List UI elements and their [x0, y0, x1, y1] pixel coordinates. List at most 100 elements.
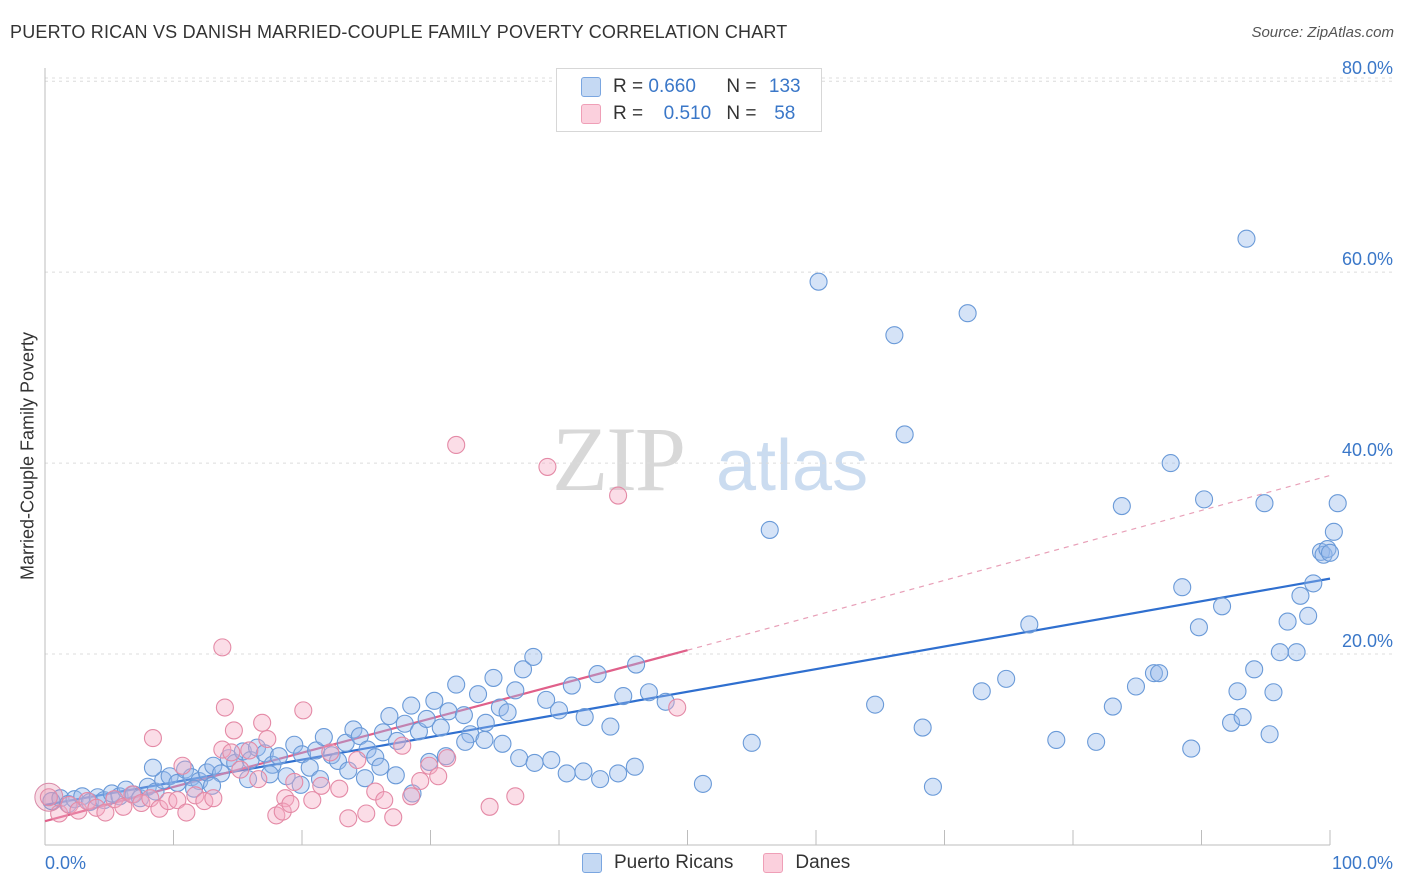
- data-point: [506, 681, 525, 700]
- data-point: [425, 691, 444, 710]
- data-point: [1320, 543, 1340, 562]
- data-point: [1047, 730, 1066, 750]
- y-tick-label: 80.0%: [1342, 58, 1393, 78]
- legend-row-puerto-ricans: R = 0.660 N = 133: [581, 74, 808, 100]
- data-point: [1161, 454, 1180, 473]
- data-point: [1287, 643, 1306, 662]
- data-point: [168, 791, 187, 810]
- data-point: [355, 769, 375, 788]
- data-point: [1260, 725, 1279, 744]
- data-point: [538, 457, 557, 476]
- series-puerto-ricans: [42, 229, 1347, 813]
- data-point: [1020, 615, 1039, 634]
- data-point: [1324, 522, 1343, 541]
- data-point: [1233, 708, 1252, 727]
- data-point: [601, 717, 620, 736]
- data-point: [438, 749, 457, 768]
- data-point: [69, 801, 88, 820]
- legend-swatch-danes: [581, 104, 601, 124]
- data-point: [972, 682, 991, 701]
- data-point: [384, 808, 403, 827]
- data-point: [480, 797, 499, 816]
- legend-row-danes: R = 0.510 N = 58: [581, 101, 808, 127]
- data-point: [344, 720, 363, 739]
- data-point: [300, 758, 319, 777]
- data-point: [366, 748, 385, 767]
- series-label-danes: Danes: [795, 852, 851, 873]
- data-point: [997, 669, 1016, 688]
- trend-line-puerto-ricans: [44, 577, 1331, 806]
- data-point: [656, 692, 675, 711]
- data-point: [260, 765, 279, 784]
- data-point: [222, 743, 241, 762]
- data-point: [143, 729, 162, 748]
- data-point: [1189, 618, 1208, 637]
- data-point: [456, 732, 475, 751]
- legend-n-label: N =: [726, 103, 757, 124]
- data-point: [609, 764, 628, 783]
- data-point: [468, 685, 488, 704]
- series-label-puerto-ricans: Puerto Ricans: [614, 852, 734, 873]
- data-point: [78, 792, 97, 811]
- data-point: [1126, 677, 1146, 696]
- series-legend-danes[interactable]: Danes: [763, 852, 850, 874]
- data-point: [591, 770, 610, 789]
- data-point: [1173, 578, 1192, 597]
- legend-r-value: 0.510: [663, 103, 712, 124]
- data-point: [114, 797, 133, 816]
- data-point: [537, 690, 556, 709]
- legend-n-value: 58: [774, 103, 796, 124]
- data-point: [454, 706, 473, 725]
- data-point: [132, 793, 151, 813]
- data-point: [627, 655, 646, 674]
- data-point: [1087, 732, 1106, 751]
- data-point: [310, 770, 330, 789]
- data-point: [1228, 682, 1247, 701]
- data-point: [913, 718, 932, 737]
- data-point: [141, 789, 160, 808]
- data-point: [339, 761, 358, 780]
- data-point: [330, 779, 349, 798]
- legend-r-label: R =: [613, 103, 644, 124]
- data-point: [314, 728, 333, 747]
- data-point: [173, 756, 192, 775]
- data-point: [276, 789, 295, 808]
- data-point: [185, 779, 204, 798]
- data-point: [575, 708, 594, 727]
- series-legend: Puerto Ricans Danes: [582, 852, 880, 874]
- data-point: [1213, 597, 1232, 616]
- data-point: [373, 723, 393, 742]
- data-point: [402, 696, 421, 715]
- data-point: [574, 762, 593, 781]
- legend-r-value: 0.660: [648, 76, 696, 97]
- data-point: [476, 713, 495, 732]
- data-point: [87, 798, 106, 817]
- data-point: [388, 731, 407, 750]
- data-point: [431, 718, 450, 737]
- series-swatch-danes: [763, 853, 784, 873]
- trend-line-danes-extension: [687, 474, 1331, 651]
- data-point: [525, 753, 544, 772]
- data-point: [510, 749, 529, 768]
- data-point: [395, 714, 414, 733]
- trend-line-danes: [44, 649, 688, 823]
- source-label: Source: ZipAtlas.com: [1251, 24, 1394, 41]
- data-point: [1237, 229, 1256, 248]
- series-danes: [39, 435, 687, 828]
- data-point: [386, 766, 405, 785]
- data-point: [1299, 606, 1318, 625]
- data-point: [693, 774, 712, 793]
- data-point: [420, 752, 439, 771]
- data-point: [1112, 497, 1131, 516]
- series-legend-puerto-ricans[interactable]: Puerto Ricans: [582, 852, 733, 874]
- data-point: [215, 698, 234, 717]
- data-point: [285, 772, 304, 792]
- data-point: [866, 695, 885, 714]
- data-point: [231, 760, 250, 779]
- data-point: [895, 425, 914, 444]
- watermark-atlas: atlas: [716, 426, 868, 506]
- data-point: [1245, 660, 1264, 679]
- data-point: [143, 758, 162, 777]
- data-point: [211, 764, 231, 783]
